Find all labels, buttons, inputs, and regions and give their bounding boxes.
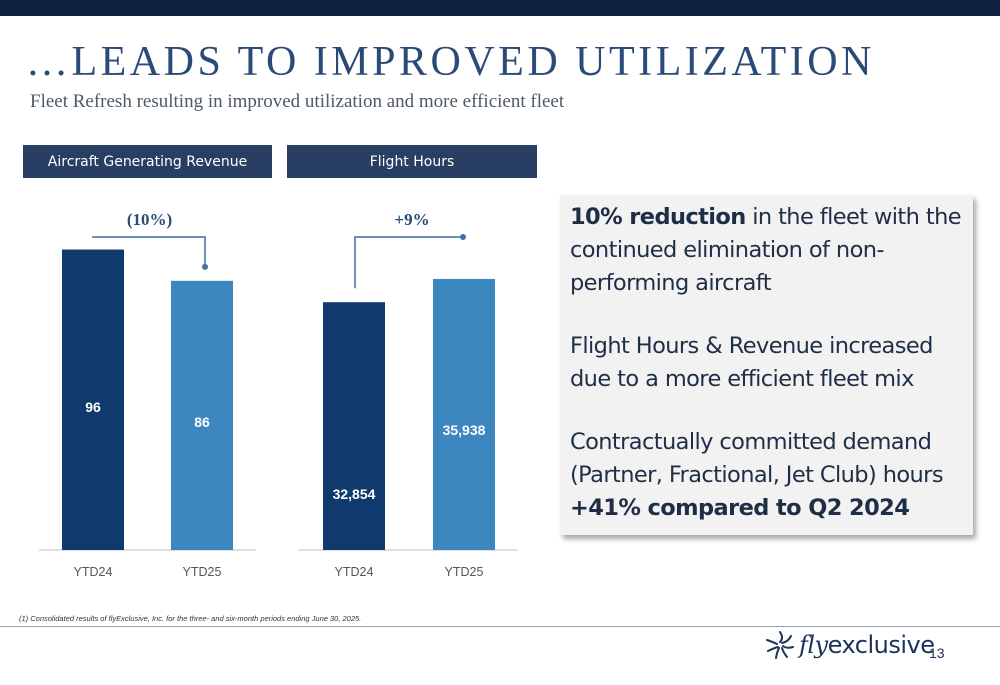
chart-1-category-label: YTD24	[74, 565, 113, 579]
logo-wordmark-exclusive: exclusive	[827, 631, 935, 659]
chart-1-title: Aircraft Generating Revenue	[23, 145, 272, 178]
chart-1-connector-dot	[202, 263, 208, 270]
page-number: 13	[929, 645, 945, 661]
top-banner	[0, 0, 1000, 16]
slide-subtitle: Fleet Refresh resulting in improved util…	[30, 91, 565, 112]
chart-1-change-label: (10%)	[127, 210, 172, 229]
chart-2-title: Flight Hours	[287, 145, 537, 178]
chart-2-bar-ytd24	[323, 302, 385, 550]
chart-2-change-connector	[354, 236, 463, 289]
callout-point-1-highlight: 10% reduction	[570, 204, 746, 230]
slide-title: …LEADS TO IMPROVED UTILIZATION	[26, 39, 875, 85]
callout-point-3-text: Contractually committed demand (Partner,…	[570, 429, 944, 488]
chart-1-value-label: 96	[85, 399, 101, 415]
chart-2-category-label: YTD25	[445, 565, 484, 579]
chart-1-category-label: YTD25	[183, 565, 222, 579]
chart-1-value-label: 86	[194, 414, 210, 430]
chart-2-value-label: 35,938	[443, 422, 486, 438]
chart-2-bar-ytd25	[433, 278, 495, 550]
flyexclusive-logo: flyexclusive	[765, 630, 935, 660]
callout-point-3: Contractually committed demand (Partner,…	[570, 426, 961, 525]
chart-1-bar-ytd25	[171, 280, 233, 550]
footnote: (1) Consolidated results of flyExclusive…	[19, 614, 362, 623]
bar-charts: 96 YTD24 86 YTD25 (10%) 32,854 YTD24 35,938 YTD2…	[39, 210, 518, 579]
chart-1-bar-ytd24	[62, 249, 124, 550]
callout-point-3-highlight: +41% compared to Q2 2024	[570, 495, 910, 521]
chart-2-connector-dot	[460, 234, 466, 240]
callout-point-1-text: in the fleet with the continued eliminat…	[570, 204, 962, 296]
starburst-logo-icon	[766, 631, 794, 659]
logo-wordmark-fly: fly	[799, 631, 828, 659]
logo-wordmark: flyexclusive	[799, 631, 935, 659]
chart-1-change-connector	[92, 236, 206, 267]
chart-2-value-label: 32,854	[333, 486, 376, 502]
key-points-callout: 10% reduction in the fleet with the cont…	[560, 195, 973, 535]
chart-2-change-label: +9%	[394, 210, 429, 229]
callout-point-2: Flight Hours & Revenue increased due to …	[570, 333, 933, 392]
callout-point-1: 10% reduction in the fleet with the cont…	[570, 201, 962, 300]
footer-divider	[0, 626, 1000, 627]
chart-2-category-label: YTD24	[335, 565, 374, 579]
